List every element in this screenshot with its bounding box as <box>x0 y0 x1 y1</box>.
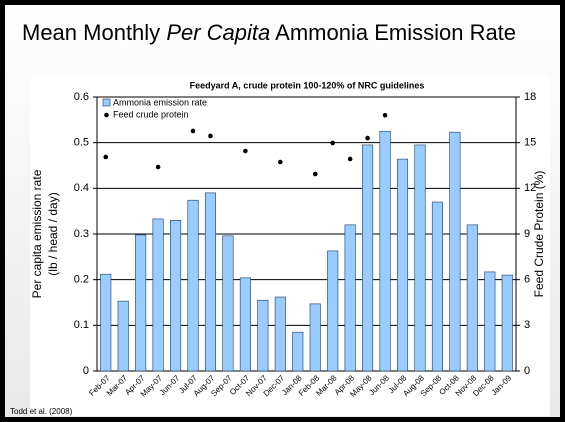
chart-title: Feedyard A, crude protein 100-120% of NR… <box>190 80 425 90</box>
y2-tick-label: 15 <box>524 137 536 149</box>
bar <box>100 273 112 372</box>
legend-label: Ammonia emission rate <box>113 97 207 107</box>
bar <box>362 144 374 372</box>
y2-tick-label: 6 <box>524 274 530 286</box>
legend-swatch <box>102 98 111 107</box>
bar <box>239 277 251 372</box>
y2-axis-label: Feed Crude Protein (%) <box>532 171 546 298</box>
bar <box>449 131 461 372</box>
bar <box>204 192 217 372</box>
slide-title: Mean Monthly Per Capita Ammonia Emission… <box>22 20 516 45</box>
y2-tick-label: 0 <box>524 365 530 377</box>
y2-tick-label: 9 <box>524 228 530 240</box>
slide-title-part: Mean Monthly <box>22 20 160 45</box>
point <box>330 140 335 146</box>
y2-tick-label: 18 <box>524 91 536 103</box>
point <box>347 156 353 162</box>
y-tick-label: 0.1 <box>74 319 89 331</box>
bar <box>292 331 304 372</box>
slide-title-part: Ammonia Emission Rate <box>275 20 516 45</box>
y2-tick-label: 3 <box>524 319 530 331</box>
bar <box>327 250 339 372</box>
legend-swatch <box>104 112 109 118</box>
point <box>243 148 248 154</box>
y-tick-label: 0.3 <box>74 228 89 240</box>
bar <box>501 274 513 372</box>
bar <box>274 296 286 372</box>
plot-frame <box>96 96 517 372</box>
y-tick-label: 0.2 <box>74 274 89 286</box>
bar <box>135 234 147 372</box>
y2-tick-label: 12 <box>524 182 536 194</box>
point <box>312 171 318 177</box>
point <box>278 159 283 165</box>
bar <box>309 303 321 372</box>
y-tick-label: 0.4 <box>74 182 89 194</box>
bar <box>222 235 234 372</box>
bar <box>484 271 496 372</box>
bar <box>431 201 443 372</box>
point <box>103 154 109 160</box>
point <box>155 164 161 170</box>
bar <box>379 130 391 372</box>
bar <box>257 299 269 372</box>
point <box>382 112 388 118</box>
slide-title-part: Per Capita <box>166 20 270 45</box>
point <box>365 135 370 141</box>
bar <box>117 300 129 372</box>
bar <box>187 199 199 372</box>
legend-label: Feed crude protein <box>113 109 189 119</box>
bar <box>344 224 356 372</box>
y-tick-label: 0.6 <box>74 91 89 103</box>
source: Todd et al. (2008) <box>10 407 73 416</box>
chart-area <box>30 76 550 416</box>
bar <box>466 224 478 372</box>
y-tick-label: 0 <box>83 365 89 377</box>
bar <box>414 144 426 372</box>
y-axis-label: (lb / head / day) <box>46 192 60 275</box>
y-tick-label: 0.5 <box>74 137 89 149</box>
point <box>190 128 196 134</box>
point <box>208 133 213 139</box>
bar <box>152 218 164 372</box>
bar <box>170 220 182 372</box>
bar <box>396 158 409 372</box>
y-axis-label: Per capita emission rate <box>30 169 44 298</box>
